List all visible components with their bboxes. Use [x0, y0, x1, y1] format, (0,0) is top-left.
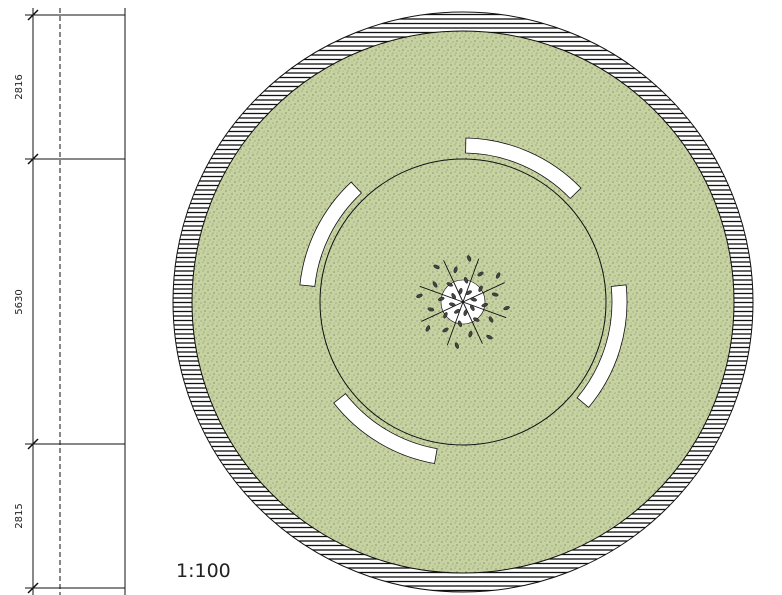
dimension-chain: [25, 8, 126, 595]
bench: [333, 393, 438, 464]
leaf: [443, 312, 448, 319]
branch: [462, 258, 480, 303]
scale-label: 1:100: [176, 560, 231, 582]
leaf: [451, 293, 456, 300]
leaf: [432, 281, 438, 288]
leaf: [453, 266, 458, 274]
leaf: [470, 304, 475, 311]
inner-circle: [319, 158, 607, 446]
leaf: [503, 306, 510, 311]
leaf: [486, 334, 493, 340]
leaf: [416, 293, 423, 298]
leaf: [477, 271, 484, 277]
leaf: [495, 272, 501, 279]
leaf: [425, 325, 431, 332]
leaf: [448, 302, 456, 307]
bench: [576, 284, 628, 408]
leaf: [446, 282, 453, 287]
branch: [446, 301, 464, 346]
leaf: [463, 309, 468, 317]
leaf: [454, 309, 461, 314]
leaf: [491, 292, 499, 297]
branch: [462, 301, 507, 319]
leaf: [442, 327, 449, 333]
leaf: [458, 287, 463, 295]
benches: [299, 137, 628, 464]
bench: [299, 181, 362, 287]
branch: [462, 282, 505, 303]
branch: [462, 301, 483, 344]
dimension-label: 2816: [14, 74, 25, 99]
branch: [421, 301, 464, 322]
leaf: [481, 303, 489, 308]
leaf: [467, 255, 472, 262]
dimension-label: 2815: [14, 503, 25, 528]
leaf: [427, 307, 435, 312]
leaf: [464, 276, 469, 284]
leaf: [473, 317, 480, 322]
tree: [416, 255, 510, 349]
leaf: [454, 342, 459, 349]
branch: [419, 285, 464, 303]
leaf: [470, 297, 478, 302]
leaf: [437, 296, 445, 301]
leaf: [488, 316, 494, 323]
leaf: [433, 264, 440, 270]
leaf: [478, 285, 483, 292]
leaf: [457, 320, 462, 328]
leaf: [465, 290, 472, 295]
bench: [465, 137, 582, 200]
leaf: [468, 330, 473, 338]
branch: [443, 260, 464, 303]
dimension-label: 5630: [14, 289, 25, 314]
